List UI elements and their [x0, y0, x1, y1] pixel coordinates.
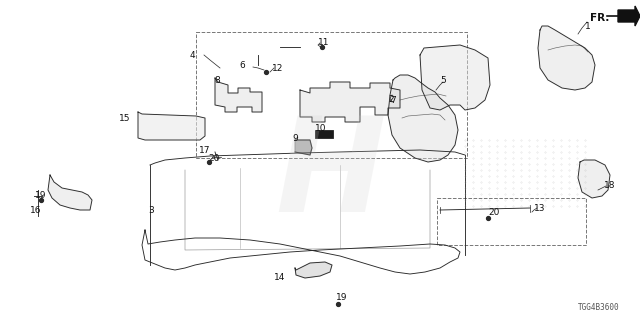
- Text: 1: 1: [585, 22, 591, 31]
- Text: 15: 15: [118, 114, 130, 123]
- Polygon shape: [618, 6, 640, 26]
- Polygon shape: [138, 112, 205, 140]
- Polygon shape: [295, 262, 332, 278]
- Text: 4: 4: [189, 51, 195, 60]
- Bar: [315, 130, 333, 138]
- Text: 17: 17: [198, 146, 210, 155]
- Text: 20: 20: [208, 154, 220, 163]
- Text: 2: 2: [388, 95, 394, 104]
- Text: 3: 3: [148, 206, 154, 215]
- Text: 7: 7: [390, 95, 396, 105]
- Text: 12: 12: [272, 63, 284, 73]
- Polygon shape: [48, 175, 92, 210]
- Text: 19: 19: [336, 293, 348, 302]
- Text: 20: 20: [488, 207, 499, 217]
- Text: 14: 14: [274, 274, 285, 283]
- Text: 11: 11: [318, 37, 330, 46]
- Polygon shape: [538, 26, 595, 90]
- Text: 16: 16: [30, 205, 42, 214]
- Polygon shape: [578, 160, 610, 198]
- Polygon shape: [420, 45, 490, 110]
- Text: 13: 13: [534, 204, 545, 212]
- Bar: [196, 32, 467, 158]
- Text: 10: 10: [315, 124, 326, 132]
- Polygon shape: [388, 75, 458, 162]
- Text: H: H: [275, 111, 385, 238]
- Text: 18: 18: [604, 180, 616, 189]
- Bar: [437, 198, 586, 245]
- Text: 6: 6: [239, 60, 245, 69]
- Text: 19: 19: [35, 190, 47, 199]
- Text: TGG4B3600: TGG4B3600: [579, 303, 620, 312]
- Polygon shape: [300, 82, 400, 122]
- Text: FR.: FR.: [590, 13, 609, 23]
- Polygon shape: [215, 78, 262, 112]
- Polygon shape: [295, 140, 312, 155]
- Text: 8: 8: [214, 76, 220, 84]
- Text: 9: 9: [292, 133, 298, 142]
- Text: 5: 5: [440, 76, 445, 84]
